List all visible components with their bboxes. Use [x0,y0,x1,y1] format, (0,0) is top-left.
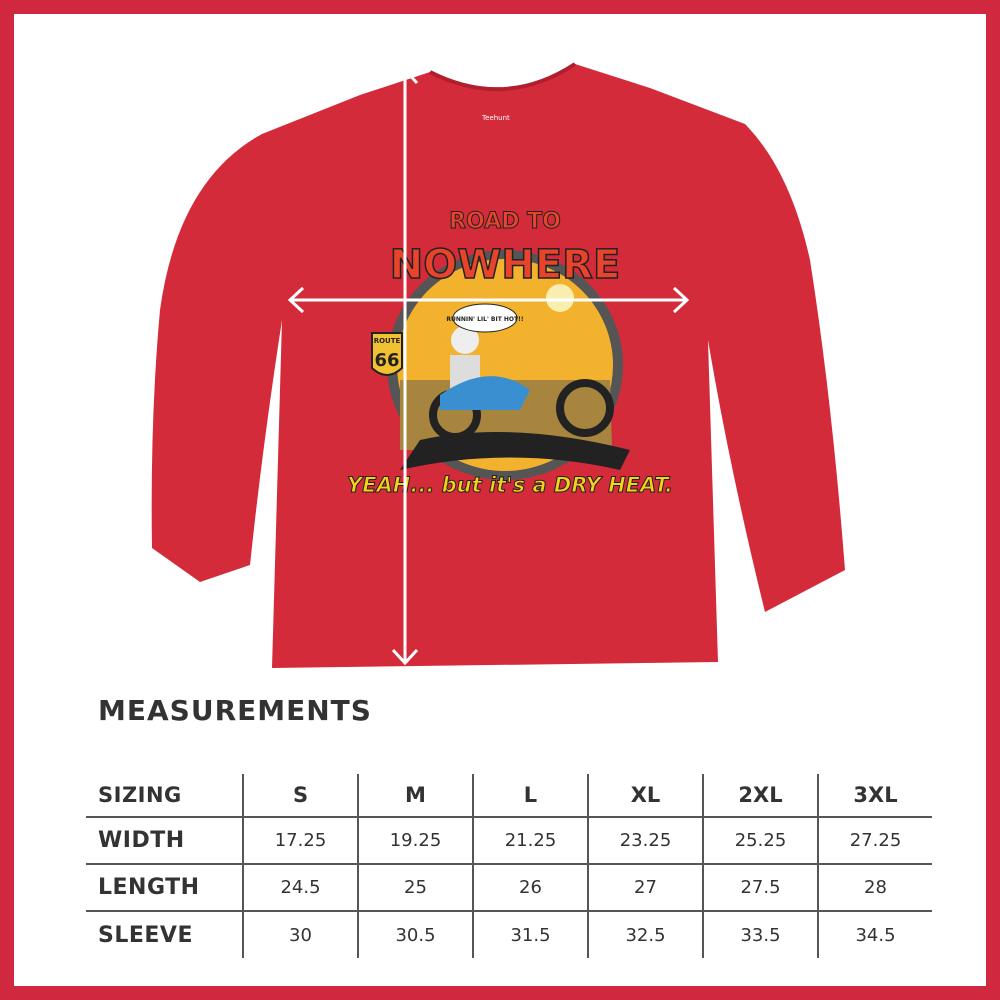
size-header: XL [587,774,703,817]
route-sign-number: 66 [374,350,399,371]
brand-label: Teehunt [481,114,510,122]
shirt-illustration: Teehunt ROAD TO NOWHERE RUNNIN' LIL' BIT… [151,62,845,668]
cell: 28 [817,863,932,911]
table-row: SLEEVE 30 30.5 31.5 32.5 33.5 34.5 [86,910,932,958]
collar [429,62,577,92]
cell: 27 [587,863,703,911]
width-arrow [287,286,690,314]
cell: 25 [357,863,473,911]
cell: 30.5 [357,910,473,958]
cell: 21.25 [472,816,588,864]
cell: 26 [472,863,588,911]
table-row: WIDTH 17.25 19.25 21.25 23.25 25.25 27.2… [86,816,932,864]
size-header: 2XL [702,774,818,817]
cell: 30 [242,910,358,958]
cell: 23.25 [587,816,703,864]
length-arrow [391,67,419,666]
cell: 27.5 [702,863,818,911]
cell: 24.5 [242,863,358,911]
graphic-title-2: NOWHERE [390,242,621,288]
table-row: LENGTH 24.5 25 26 27 27.5 28 [86,863,932,911]
route-sign-top: ROUTE [374,337,401,345]
size-header: L [472,774,588,817]
row-label: LENGTH [86,863,243,911]
cell: 27.25 [817,816,932,864]
cell: 25.25 [702,816,818,864]
cell: 34.5 [817,910,932,958]
print-graphic: ROAD TO NOWHERE RUNNIN' LIL' BIT HOT!! R… [346,209,673,498]
cell: 32.5 [587,910,703,958]
cell: 31.5 [472,910,588,958]
size-header: M [357,774,473,817]
size-header: S [242,774,358,817]
graphic-title-1: ROAD TO [449,209,561,234]
table-header-row: SIZING S M L XL 2XL 3XL [86,774,932,817]
header-label: SIZING [98,783,182,807]
row-label: WIDTH [86,816,243,864]
row-label: SLEEVE [86,910,243,958]
size-header: 3XL [817,774,932,817]
cell: 33.5 [702,910,818,958]
measurements-title: MEASUREMENTS [98,694,372,727]
graphic-tagline: YEAH... but it's a DRY HEAT. [347,473,673,497]
cell: 17.25 [242,816,358,864]
size-chart-table: SIZING S M L XL 2XL 3XL WIDTH 17.25 19.2… [86,774,932,958]
speech-bubble: RUNNIN' LIL' BIT HOT!! [446,316,523,323]
cell: 19.25 [357,816,473,864]
